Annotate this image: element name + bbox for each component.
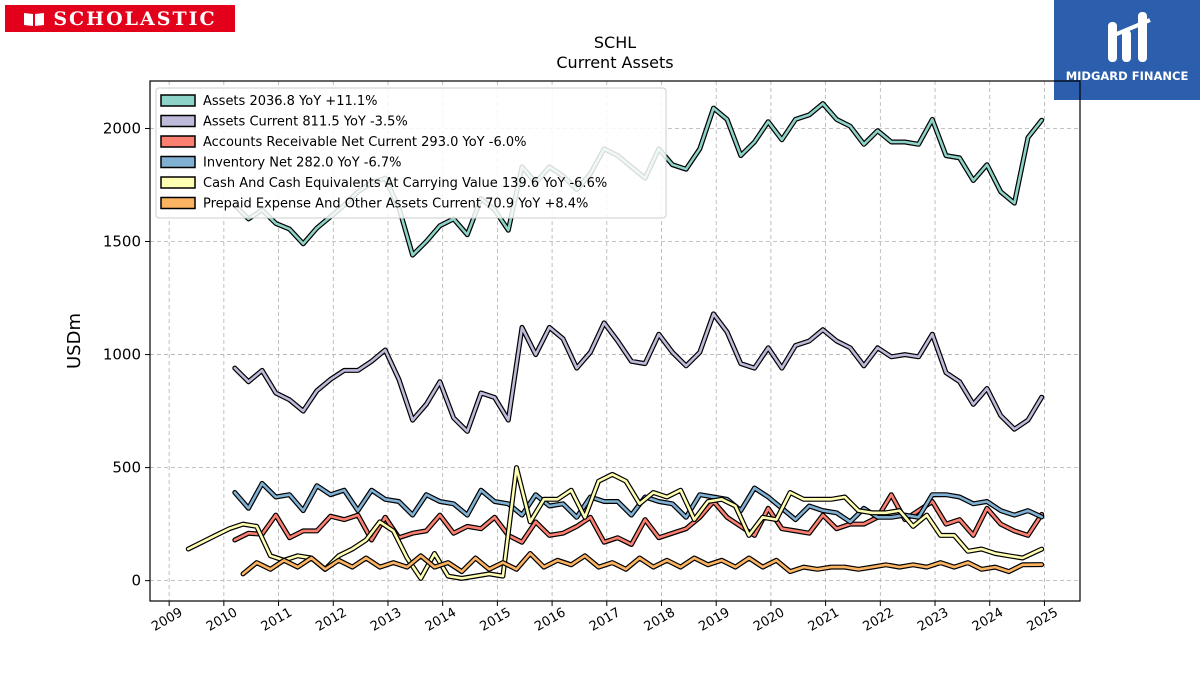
legend-entry-4: Cash And Cash Equivalents At Carrying Va… xyxy=(203,176,607,191)
x-tick-label: 2009 xyxy=(149,605,185,635)
legend-swatch-3 xyxy=(160,155,196,169)
x-tick-label: 2023 xyxy=(915,605,951,635)
legend-entry-5: Prepaid Expense And Other Assets Current… xyxy=(203,197,588,212)
midgard-logo-text: MIDGARD FINANCE xyxy=(1065,69,1189,83)
x-tick-label: 2010 xyxy=(204,605,240,635)
y-axis-label: USDm xyxy=(64,313,85,369)
legend-entry-2: Accounts Receivable Net Current 293.0 Yo… xyxy=(203,135,526,150)
series-line-3 xyxy=(233,482,1043,524)
legend-swatch-0 xyxy=(160,94,196,107)
midgard-finance-logo: MIDGARD FINANCE xyxy=(1054,0,1200,100)
x-tick-label: 2024 xyxy=(970,605,1006,635)
legend-swatch-1 xyxy=(160,114,196,128)
scholastic-logo-text: SCHOLASTIC xyxy=(53,7,217,30)
series-line-outline-5 xyxy=(240,551,1045,577)
y-tick-label: 1500 xyxy=(103,233,141,251)
book-icon xyxy=(24,12,45,26)
chart-title: SCHL xyxy=(594,33,636,52)
x-tick-label: 2013 xyxy=(368,605,404,635)
y-tick-label: 500 xyxy=(112,459,141,477)
x-tick-label: 2012 xyxy=(313,605,349,635)
series-line-outline-1 xyxy=(232,311,1045,434)
plot-area-frame xyxy=(149,80,1081,602)
legend-entry-0: Assets 2036.8 YoY +11.1% xyxy=(203,94,378,109)
y-tick-label: 1000 xyxy=(103,346,141,364)
x-tick-label: 2018 xyxy=(642,605,678,635)
x-tick-label: 2015 xyxy=(478,605,514,635)
chart-subtitle: Current Assets xyxy=(556,53,673,72)
midgard-logo-icon xyxy=(1108,12,1151,62)
legend-entry-1: Assets Current 811.5 YoY -3.5% xyxy=(203,115,408,130)
legend-entry-3: Inventory Net 282.0 YoY -6.7% xyxy=(203,156,402,171)
legend-swatch-5 xyxy=(160,196,196,210)
series-line-1 xyxy=(233,312,1043,433)
series-line-5 xyxy=(241,552,1043,576)
y-tick-label: 0 xyxy=(131,572,141,590)
x-tick-label: 2020 xyxy=(751,605,787,635)
y-tick-label: 2000 xyxy=(103,119,141,137)
legend-box xyxy=(155,87,667,219)
x-tick-label: 2025 xyxy=(1025,605,1061,635)
scholastic-logo: SCHOLASTIC xyxy=(5,5,235,32)
legend: Assets 2036.8 YoY +11.1% Assets Current 8… xyxy=(155,87,667,219)
x-tick-label: 2011 xyxy=(259,605,295,635)
legend-swatch-2 xyxy=(160,135,196,148)
x-tick-label: 2019 xyxy=(696,605,732,635)
x-tick-label: 2017 xyxy=(587,605,623,635)
x-tick-label: 2021 xyxy=(806,605,842,635)
x-tick-label: 2022 xyxy=(860,605,896,635)
x-tick-label: 2014 xyxy=(423,605,459,635)
x-tick-label: 2016 xyxy=(532,605,568,635)
legend-swatch-4 xyxy=(160,176,196,189)
